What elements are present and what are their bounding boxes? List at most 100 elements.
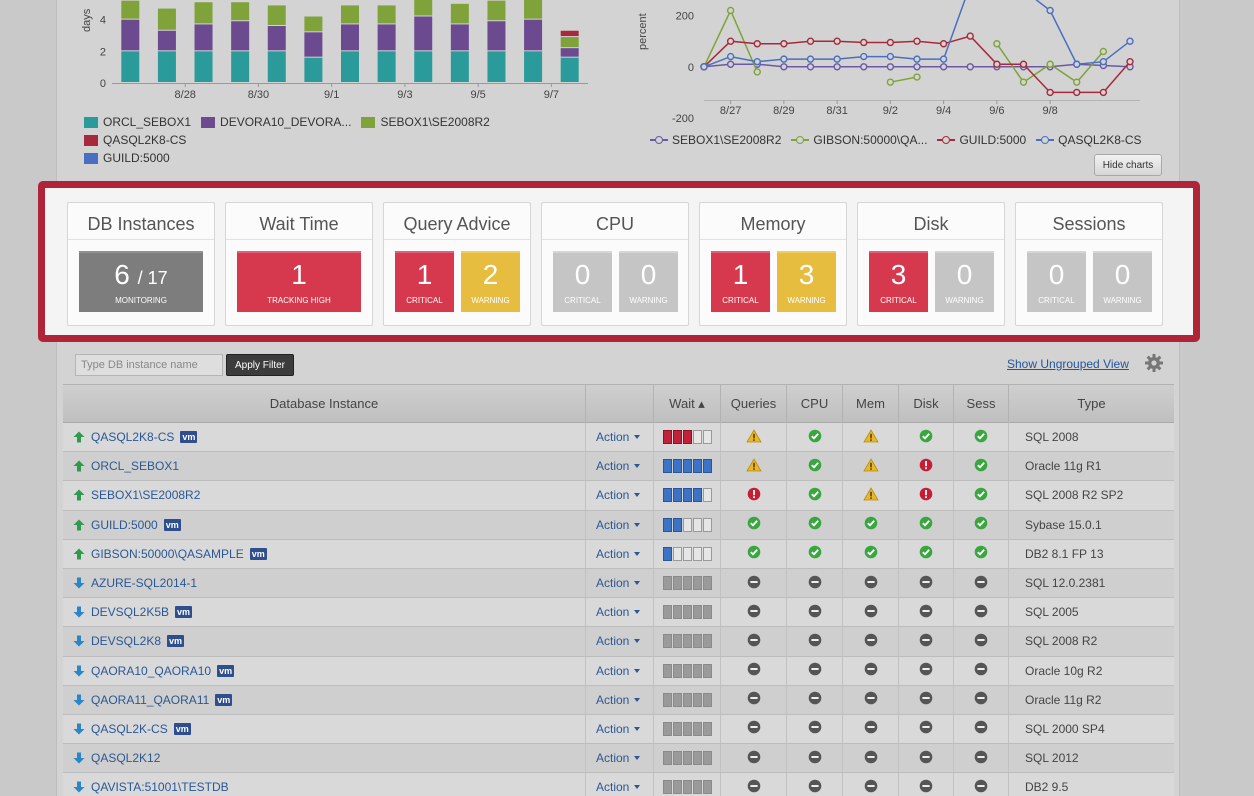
instance-name-link[interactable]: ORCL_SEBOX1 bbox=[91, 459, 180, 474]
cpu-status-cell[interactable] bbox=[787, 744, 843, 773]
q-status-cell[interactable] bbox=[721, 510, 787, 539]
header-sess[interactable]: Sess bbox=[954, 385, 1009, 423]
instance-filter-input[interactable] bbox=[75, 354, 223, 376]
disk-critical-tile[interactable]: 3 CRITICAL bbox=[869, 251, 928, 312]
disk-status-cell[interactable] bbox=[899, 744, 954, 773]
mem-status-cell[interactable] bbox=[843, 481, 899, 510]
legend-item[interactable]: SEBOX1\SE2008R2 bbox=[650, 133, 781, 147]
query-warning-tile[interactable]: 2 WARNING bbox=[461, 251, 520, 312]
header-mem[interactable]: Mem bbox=[843, 385, 899, 423]
action-dropdown[interactable]: Action bbox=[596, 605, 641, 619]
q-status-cell[interactable] bbox=[721, 656, 787, 685]
cpu-status-cell[interactable] bbox=[787, 423, 843, 452]
card-wait-time[interactable]: Wait Time 1 TRACKING HIGH bbox=[225, 202, 373, 326]
sess-status-cell[interactable] bbox=[954, 744, 1009, 773]
disk-status-cell[interactable] bbox=[899, 685, 954, 714]
header-database-instance[interactable]: Database Instance bbox=[63, 385, 586, 423]
disk-status-cell[interactable] bbox=[899, 452, 954, 481]
header-wait[interactable]: Wait ▴ bbox=[654, 385, 721, 423]
tracking-high-tile[interactable]: 1 TRACKING HIGH bbox=[237, 251, 361, 312]
sess-status-cell[interactable] bbox=[954, 423, 1009, 452]
cpu-status-cell[interactable] bbox=[787, 773, 843, 796]
sess-status-cell[interactable] bbox=[954, 598, 1009, 627]
table-row[interactable]: DEVSQL2K5B vm Action SQL 2005 bbox=[63, 598, 1174, 628]
instance-name-link[interactable]: DEVSQL2K5B bbox=[91, 605, 170, 620]
sess-status-cell[interactable] bbox=[954, 656, 1009, 685]
mem-status-cell[interactable] bbox=[843, 568, 899, 598]
cpu-status-cell[interactable] bbox=[787, 452, 843, 481]
cpu-status-cell[interactable] bbox=[787, 598, 843, 627]
action-dropdown[interactable]: Action bbox=[596, 664, 641, 678]
header-queries[interactable]: Queries bbox=[721, 385, 787, 423]
legend-item[interactable]: QASQL2K8-CS bbox=[1036, 133, 1142, 147]
q-status-cell[interactable] bbox=[721, 423, 787, 452]
card-memory[interactable]: Memory 1 CRITICAL 3 WARNING bbox=[699, 202, 847, 326]
table-row[interactable]: ORCL_SEBOX1 Action Oracle 11g R1 bbox=[63, 452, 1174, 482]
instance-name-link[interactable]: AZURE-SQL2014-1 bbox=[91, 576, 198, 591]
cpu-status-cell[interactable] bbox=[787, 627, 843, 656]
disk-status-cell[interactable] bbox=[899, 510, 954, 539]
legend-item[interactable]: GUILD:5000 bbox=[84, 151, 170, 165]
apply-filter-button[interactable]: Apply Filter bbox=[226, 354, 294, 376]
disk-status-cell[interactable] bbox=[899, 568, 954, 598]
monitoring-tile[interactable]: 6 / 17 MONITORING bbox=[79, 251, 203, 312]
table-row[interactable]: QASQL2K8-CS vm Action SQL 2008 bbox=[63, 423, 1174, 453]
q-status-cell[interactable] bbox=[721, 627, 787, 656]
mem-status-cell[interactable] bbox=[843, 685, 899, 714]
cpu-status-cell[interactable] bbox=[787, 510, 843, 539]
instance-name-link[interactable]: QASQL2K8-CS bbox=[91, 430, 175, 445]
legend-item[interactable]: GUILD:5000 bbox=[937, 133, 1026, 147]
table-row[interactable]: QAORA10_QAORA10 vm Action Oracle 10g R2 bbox=[63, 656, 1174, 686]
action-dropdown[interactable]: Action bbox=[596, 488, 641, 502]
legend-item[interactable]: ORCL_SEBOX1 bbox=[84, 115, 191, 129]
q-status-cell[interactable] bbox=[721, 773, 787, 796]
mem-status-cell[interactable] bbox=[843, 714, 899, 744]
legend-item[interactable]: DEVORA10_DEVORA... bbox=[201, 115, 351, 129]
action-dropdown[interactable]: Action bbox=[596, 722, 641, 736]
action-dropdown[interactable]: Action bbox=[596, 693, 641, 707]
mem-status-cell[interactable] bbox=[843, 539, 899, 568]
cpu-status-cell[interactable] bbox=[787, 539, 843, 568]
disk-status-cell[interactable] bbox=[899, 627, 954, 656]
memory-warning-tile[interactable]: 3 WARNING bbox=[777, 251, 836, 312]
action-dropdown[interactable]: Action bbox=[596, 518, 641, 532]
sess-status-cell[interactable] bbox=[954, 714, 1009, 744]
sess-status-cell[interactable] bbox=[954, 481, 1009, 510]
cpu-critical-tile[interactable]: 0 CRITICAL bbox=[553, 251, 612, 312]
q-status-cell[interactable] bbox=[721, 714, 787, 744]
q-status-cell[interactable] bbox=[721, 481, 787, 510]
instance-name-link[interactable]: GUILD:5000 bbox=[91, 517, 158, 532]
instance-name-link[interactable]: QAVISTA:51001\TESTDB bbox=[91, 780, 229, 795]
table-row[interactable]: QASQL2K-CS vm Action SQL 2000 SP4 bbox=[63, 714, 1174, 745]
sess-status-cell[interactable] bbox=[954, 568, 1009, 598]
memory-critical-tile[interactable]: 1 CRITICAL bbox=[711, 251, 770, 312]
instance-name-link[interactable]: DEVSQL2K8 bbox=[91, 634, 162, 649]
mem-status-cell[interactable] bbox=[843, 744, 899, 773]
hide-charts-button[interactable]: Hide charts bbox=[1094, 154, 1162, 176]
q-status-cell[interactable] bbox=[721, 452, 787, 481]
table-row[interactable]: QAVISTA:51001\TESTDB Action DB2 9.5 bbox=[63, 773, 1174, 796]
card-db-instances[interactable]: DB Instances 6 / 17 MONITORING bbox=[67, 202, 215, 326]
instance-name-link[interactable]: QASQL2K-CS bbox=[91, 721, 168, 736]
table-row[interactable]: SEBOX1\SE2008R2 Action SQL 2008 R2 SP2 bbox=[63, 481, 1174, 511]
instance-name-link[interactable]: QAORA10_QAORA10 bbox=[91, 663, 212, 678]
instance-name-link[interactable]: QAORA11_QAORA11 bbox=[91, 692, 210, 707]
mem-status-cell[interactable] bbox=[843, 452, 899, 481]
card-disk[interactable]: Disk 3 CRITICAL 0 WARNING bbox=[857, 202, 1005, 326]
instance-name-link[interactable]: QASQL2K12 bbox=[91, 751, 161, 766]
action-dropdown[interactable]: Action bbox=[596, 459, 641, 473]
table-row[interactable]: DEVSQL2K8 vm Action SQL 2008 R2 bbox=[63, 627, 1174, 657]
cpu-status-cell[interactable] bbox=[787, 714, 843, 744]
table-row[interactable]: GUILD:5000 vm Action Sybase 15.0.1 bbox=[63, 510, 1174, 540]
mem-status-cell[interactable] bbox=[843, 598, 899, 627]
sess-status-cell[interactable] bbox=[954, 539, 1009, 568]
cpu-status-cell[interactable] bbox=[787, 481, 843, 510]
action-dropdown[interactable]: Action bbox=[596, 634, 641, 648]
disk-status-cell[interactable] bbox=[899, 481, 954, 510]
q-status-cell[interactable] bbox=[721, 744, 787, 773]
sess-status-cell[interactable] bbox=[954, 452, 1009, 481]
header-type[interactable]: Type bbox=[1077, 396, 1106, 411]
q-status-cell[interactable] bbox=[721, 598, 787, 627]
header-cpu[interactable]: CPU bbox=[787, 385, 843, 423]
table-row[interactable]: QASQL2K12 Action SQL 2012 bbox=[63, 744, 1174, 774]
